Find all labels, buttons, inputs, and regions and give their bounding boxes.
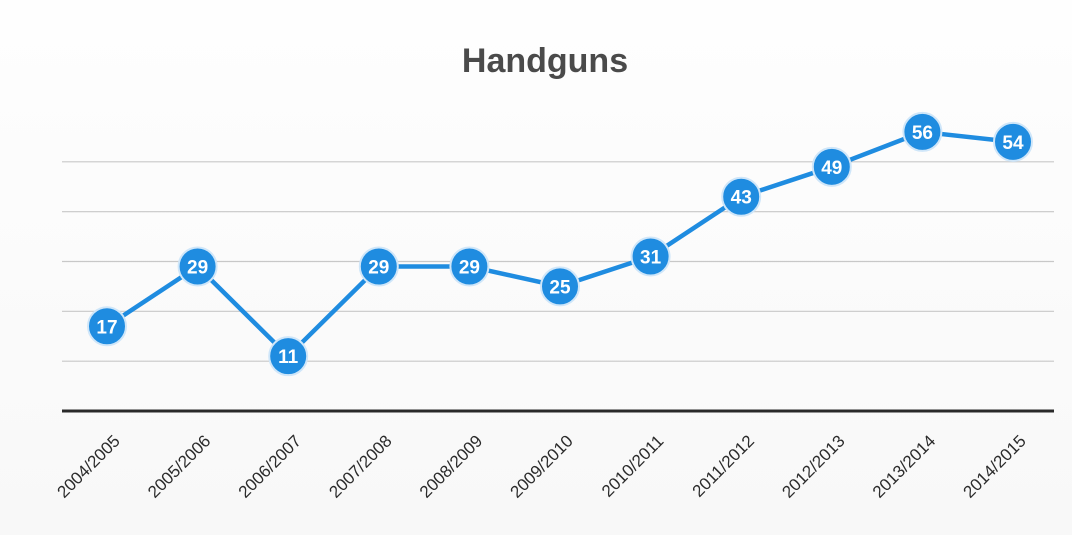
x-tick-label: 2010/2011	[598, 431, 667, 500]
markers: 17 29 11 29 29 25 31 43 49 56 54	[87, 111, 1033, 377]
data-point-0: 17	[87, 306, 127, 347]
series-line	[105, 129, 1014, 359]
data-point-6: 31	[630, 236, 671, 277]
x-tick-label: 2009/2010	[507, 431, 577, 501]
x-tick-label: 2012/2013	[778, 431, 848, 501]
x-tick-label: 2006/2007	[235, 431, 305, 501]
data-marker	[177, 246, 218, 287]
x-tick-label: 2008/2009	[416, 431, 486, 501]
data-label: 43	[731, 188, 752, 209]
data-label: 56	[912, 123, 933, 144]
data-marker	[902, 111, 943, 152]
data-point-10: 54	[993, 121, 1033, 162]
data-point-8: 49	[811, 146, 852, 187]
data-label: 29	[459, 257, 480, 278]
data-label: 31	[640, 248, 662, 269]
x-tick-label: 2011/2012	[689, 431, 758, 500]
data-marker	[87, 306, 127, 347]
data-point-3: 29	[358, 246, 399, 287]
data-marker	[811, 146, 852, 187]
chart-title: Handguns	[462, 42, 628, 80]
data-label: 49	[821, 158, 842, 179]
data-label: 17	[96, 317, 117, 338]
data-point-9: 56	[902, 111, 943, 152]
x-tick-label: 2013/2014	[869, 431, 939, 501]
data-point-4: 29	[449, 246, 490, 287]
data-point-2: 11	[268, 336, 309, 377]
data-label: 25	[549, 277, 571, 298]
x-tick-label: 2007/2008	[325, 431, 395, 501]
x-tick-label: 2005/2006	[144, 431, 214, 501]
data-label: 11	[278, 347, 299, 368]
gridlines	[62, 161, 1054, 413]
data-marker	[630, 236, 671, 277]
data-marker	[540, 266, 580, 307]
data-point-5: 25	[540, 266, 580, 307]
data-point-1: 29	[177, 246, 218, 287]
data-marker	[993, 121, 1033, 162]
data-marker	[721, 176, 762, 217]
data-label: 54	[1002, 133, 1024, 154]
x-tick-label: 2014/2015	[960, 431, 1030, 501]
data-label: 29	[368, 257, 389, 278]
data-marker	[449, 246, 490, 287]
x-tick-label: 2004/2005	[54, 431, 124, 501]
data-label: 29	[187, 257, 208, 278]
data-marker	[268, 336, 309, 377]
data-point-7: 43	[721, 176, 762, 217]
series-line-layer	[105, 129, 1014, 359]
data-marker	[358, 246, 399, 287]
x-axis-tick-labels: 2004/2005 2005/2006 2006/2007 2007/2008 2008…	[54, 431, 1030, 501]
